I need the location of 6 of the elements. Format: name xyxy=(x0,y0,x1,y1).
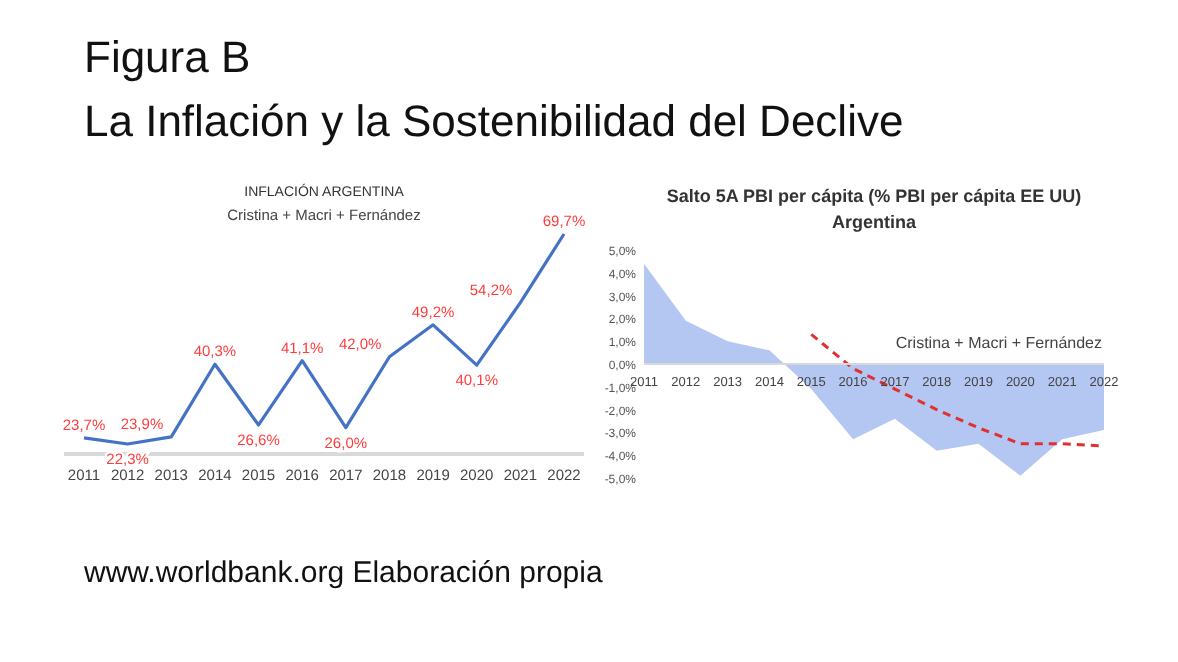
chart-title: Salto 5A PBI per cápita (% PBI per cápita EE UU) xyxy=(666,186,1082,206)
text: La Inflación y la Sostenibilidad del Declive xyxy=(84,96,904,146)
chart-subtitle: Argentina xyxy=(831,212,918,232)
annotation: Cristina + Macri + Fernández xyxy=(895,334,1102,352)
text: www.worldbank.org Elaboración propia xyxy=(82,556,604,590)
text: Figura B xyxy=(84,32,251,82)
